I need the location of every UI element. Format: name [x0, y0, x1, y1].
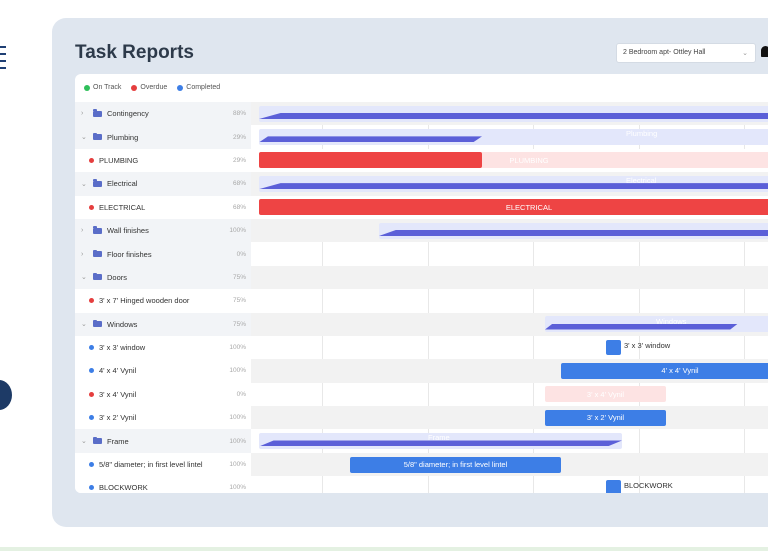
status-dot	[89, 415, 94, 421]
table-row[interactable]: ELECTRICAL 68% ELECTRICAL	[75, 195, 768, 219]
gantt-summary-bar[interactable]	[545, 323, 738, 330]
gantt-task-bar[interactable]: 3' x 4' Vynil	[545, 386, 666, 403]
chevron-down-icon[interactable]: ⌄	[81, 438, 87, 446]
gantt-task-bar[interactable]: ELECTRICAL	[259, 199, 768, 216]
task-reports-panel: Task Reports 2 Bedroom apt- Ottley Hall …	[52, 18, 768, 527]
gantt-task-bar[interactable]: 5/8" diameter; in first level lintel	[350, 456, 561, 473]
folder-icon	[93, 109, 102, 117]
chevron-down-icon[interactable]: ⌄	[81, 180, 87, 188]
folder-icon	[93, 249, 102, 258]
folder-icon	[93, 319, 102, 328]
gantt-milestone[interactable]	[606, 480, 621, 493]
gantt-summary-bar[interactable]	[259, 113, 768, 119]
status-dot	[89, 204, 94, 210]
project-select[interactable]: 2 Bedroom apt- Ottley Hall ⌄	[616, 43, 756, 63]
status-dot	[89, 462, 94, 468]
status-dot	[89, 368, 94, 374]
table-row[interactable]: 3' x 7' Hinged wooden door 75%	[75, 289, 768, 313]
page-title: Task Reports	[75, 42, 194, 63]
table-row[interactable]: › Floor finishes 0%	[75, 242, 768, 266]
avatar-circle[interactable]	[0, 380, 12, 410]
status-dot	[89, 485, 94, 491]
table-row[interactable]: 5/8" diameter; in first level lintel 100%…	[75, 452, 768, 477]
table-row[interactable]: ⌄ Frame 100% Frame	[75, 429, 768, 453]
gantt-card: On Track Overdue Completed › Contingency 8…	[75, 74, 768, 493]
legend: On Track Overdue Completed	[84, 84, 220, 91]
gantt-summary-bar[interactable]	[259, 440, 622, 447]
bell-icon[interactable]	[761, 46, 768, 57]
table-row[interactable]: PLUMBING 29% PLUMBING	[75, 148, 768, 173]
chevron-right-icon[interactable]: ›	[81, 227, 84, 235]
chevron-down-icon[interactable]: ⌄	[81, 134, 87, 142]
gantt-task-bar[interactable]	[259, 152, 482, 169]
table-row[interactable]: ⌄ Windows 75% Windows	[75, 312, 768, 336]
gantt-summary-bar[interactable]	[379, 229, 768, 236]
project-select-value: 2 Bedroom apt- Ottley Hall	[623, 49, 706, 56]
table-row[interactable]: BLOCKWORK 100% BLOCKWORK	[75, 476, 768, 493]
gantt-summary-bar[interactable]	[259, 136, 482, 143]
gantt-rows: › Contingency 88% ⌄ Plumbing 29% Plumbing P	[75, 102, 768, 493]
table-row[interactable]: › Contingency 88%	[75, 102, 768, 126]
chevron-down-icon[interactable]: ⌄	[81, 321, 87, 329]
table-row[interactable]: ⌄ Doors 75%	[75, 265, 768, 290]
legend-item-completed: Completed	[177, 84, 220, 91]
status-dot	[89, 298, 94, 304]
chevron-down-icon: ⌄	[742, 50, 748, 57]
legend-item-overdue: Overdue	[131, 84, 167, 91]
folder-icon	[93, 436, 102, 445]
folder-icon	[93, 132, 102, 141]
status-dot	[89, 157, 94, 163]
table-row[interactable]: ⌄ Plumbing 29% Plumbing	[75, 125, 768, 149]
gantt-task-bar[interactable]: 4' x 4' Vynil	[561, 362, 768, 379]
folder-icon	[93, 272, 102, 281]
chevron-down-icon[interactable]: ⌄	[81, 274, 87, 282]
status-dot	[89, 391, 94, 397]
chevron-right-icon[interactable]: ›	[81, 250, 84, 258]
gantt-summary-bar[interactable]	[259, 183, 768, 190]
table-row[interactable]: 3' x 3' window 100% 3' x 3' window	[75, 335, 768, 360]
footer-strip	[0, 547, 768, 551]
chevron-right-icon[interactable]: ›	[81, 110, 84, 118]
legend-item-on-track: On Track	[84, 84, 121, 91]
table-row[interactable]: 4' x 4' Vynil 100% 4' x 4' Vynil	[75, 359, 768, 383]
gantt-milestone[interactable]	[606, 339, 621, 355]
folder-icon	[93, 179, 102, 187]
table-row[interactable]: 3' x 2' Vynil 100% 3' x 2' Vynil	[75, 406, 768, 430]
table-row[interactable]: › Wall finishes 100%	[75, 218, 768, 243]
gantt-task-bar[interactable]: 3' x 2' Vynil	[545, 409, 666, 426]
folder-icon	[93, 226, 102, 234]
status-dot	[89, 345, 94, 351]
table-row[interactable]: ⌄ Electrical 68% Electrical	[75, 172, 768, 196]
table-row[interactable]: 3' x 4' Vynil 0% 3' x 4' Vynil	[75, 382, 768, 407]
logo-fragment	[0, 46, 6, 76]
